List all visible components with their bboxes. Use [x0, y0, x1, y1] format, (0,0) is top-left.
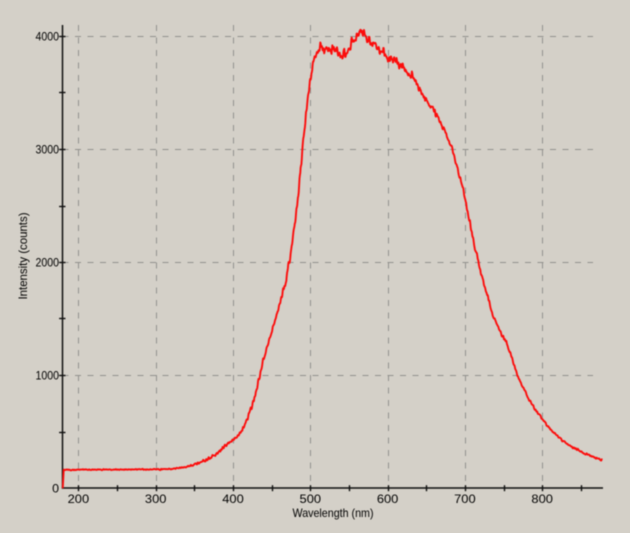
svg-text:4000: 4000 [36, 30, 60, 44]
svg-text:200: 200 [68, 492, 90, 506]
svg-text:2000: 2000 [36, 256, 60, 270]
svg-text:800: 800 [531, 492, 553, 506]
svg-text:Intensity (counts): Intensity (counts) [16, 213, 30, 300]
svg-text:600: 600 [377, 492, 399, 506]
svg-text:Wavelength (nm): Wavelength (nm) [293, 506, 374, 520]
svg-text:700: 700 [454, 492, 476, 506]
svg-text:500: 500 [300, 492, 322, 506]
svg-text:400: 400 [222, 492, 244, 506]
svg-text:1000: 1000 [36, 369, 60, 383]
svg-text:3000: 3000 [36, 143, 60, 157]
svg-text:300: 300 [145, 492, 167, 506]
svg-text:0: 0 [52, 482, 59, 496]
